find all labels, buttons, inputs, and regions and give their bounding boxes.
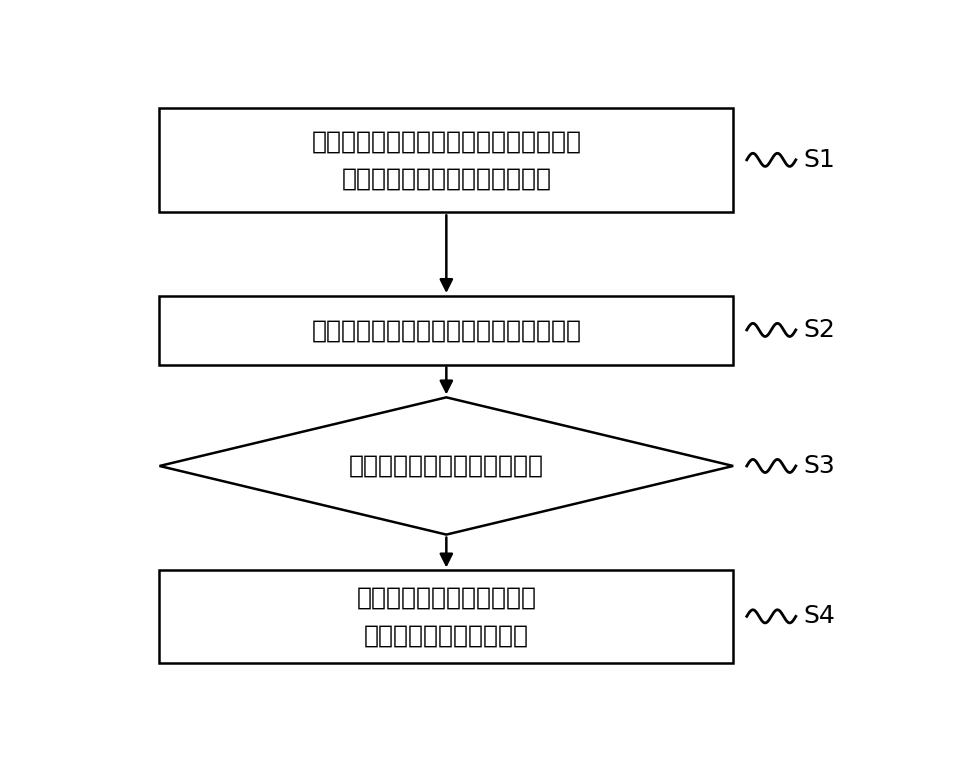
Bar <box>160 570 733 663</box>
Text: S2: S2 <box>804 318 836 342</box>
Polygon shape <box>160 398 733 535</box>
Text: S4: S4 <box>804 604 836 629</box>
Text: 驱动充电盖板的旋转轴转动
以打开充电盖板的外盖板: 驱动充电盖板的旋转轴转动 以打开充电盖板的外盖板 <box>356 586 537 647</box>
Bar <box>160 108 733 212</box>
Text: 接收充电机器人在网点内发出的开盖指令: 接收充电机器人在网点内发出的开盖指令 <box>312 319 581 343</box>
Text: 盖指令与充电指令是否匹配？: 盖指令与充电指令是否匹配？ <box>349 454 543 478</box>
Bar <box>160 296 733 364</box>
Text: 在电动汽车进入充电网点的车位后发出充
电指令至充电网点的充电机器人: 在电动汽车进入充电网点的车位后发出充 电指令至充电网点的充电机器人 <box>312 129 581 191</box>
Text: S1: S1 <box>804 148 835 172</box>
Text: S3: S3 <box>804 454 835 478</box>
